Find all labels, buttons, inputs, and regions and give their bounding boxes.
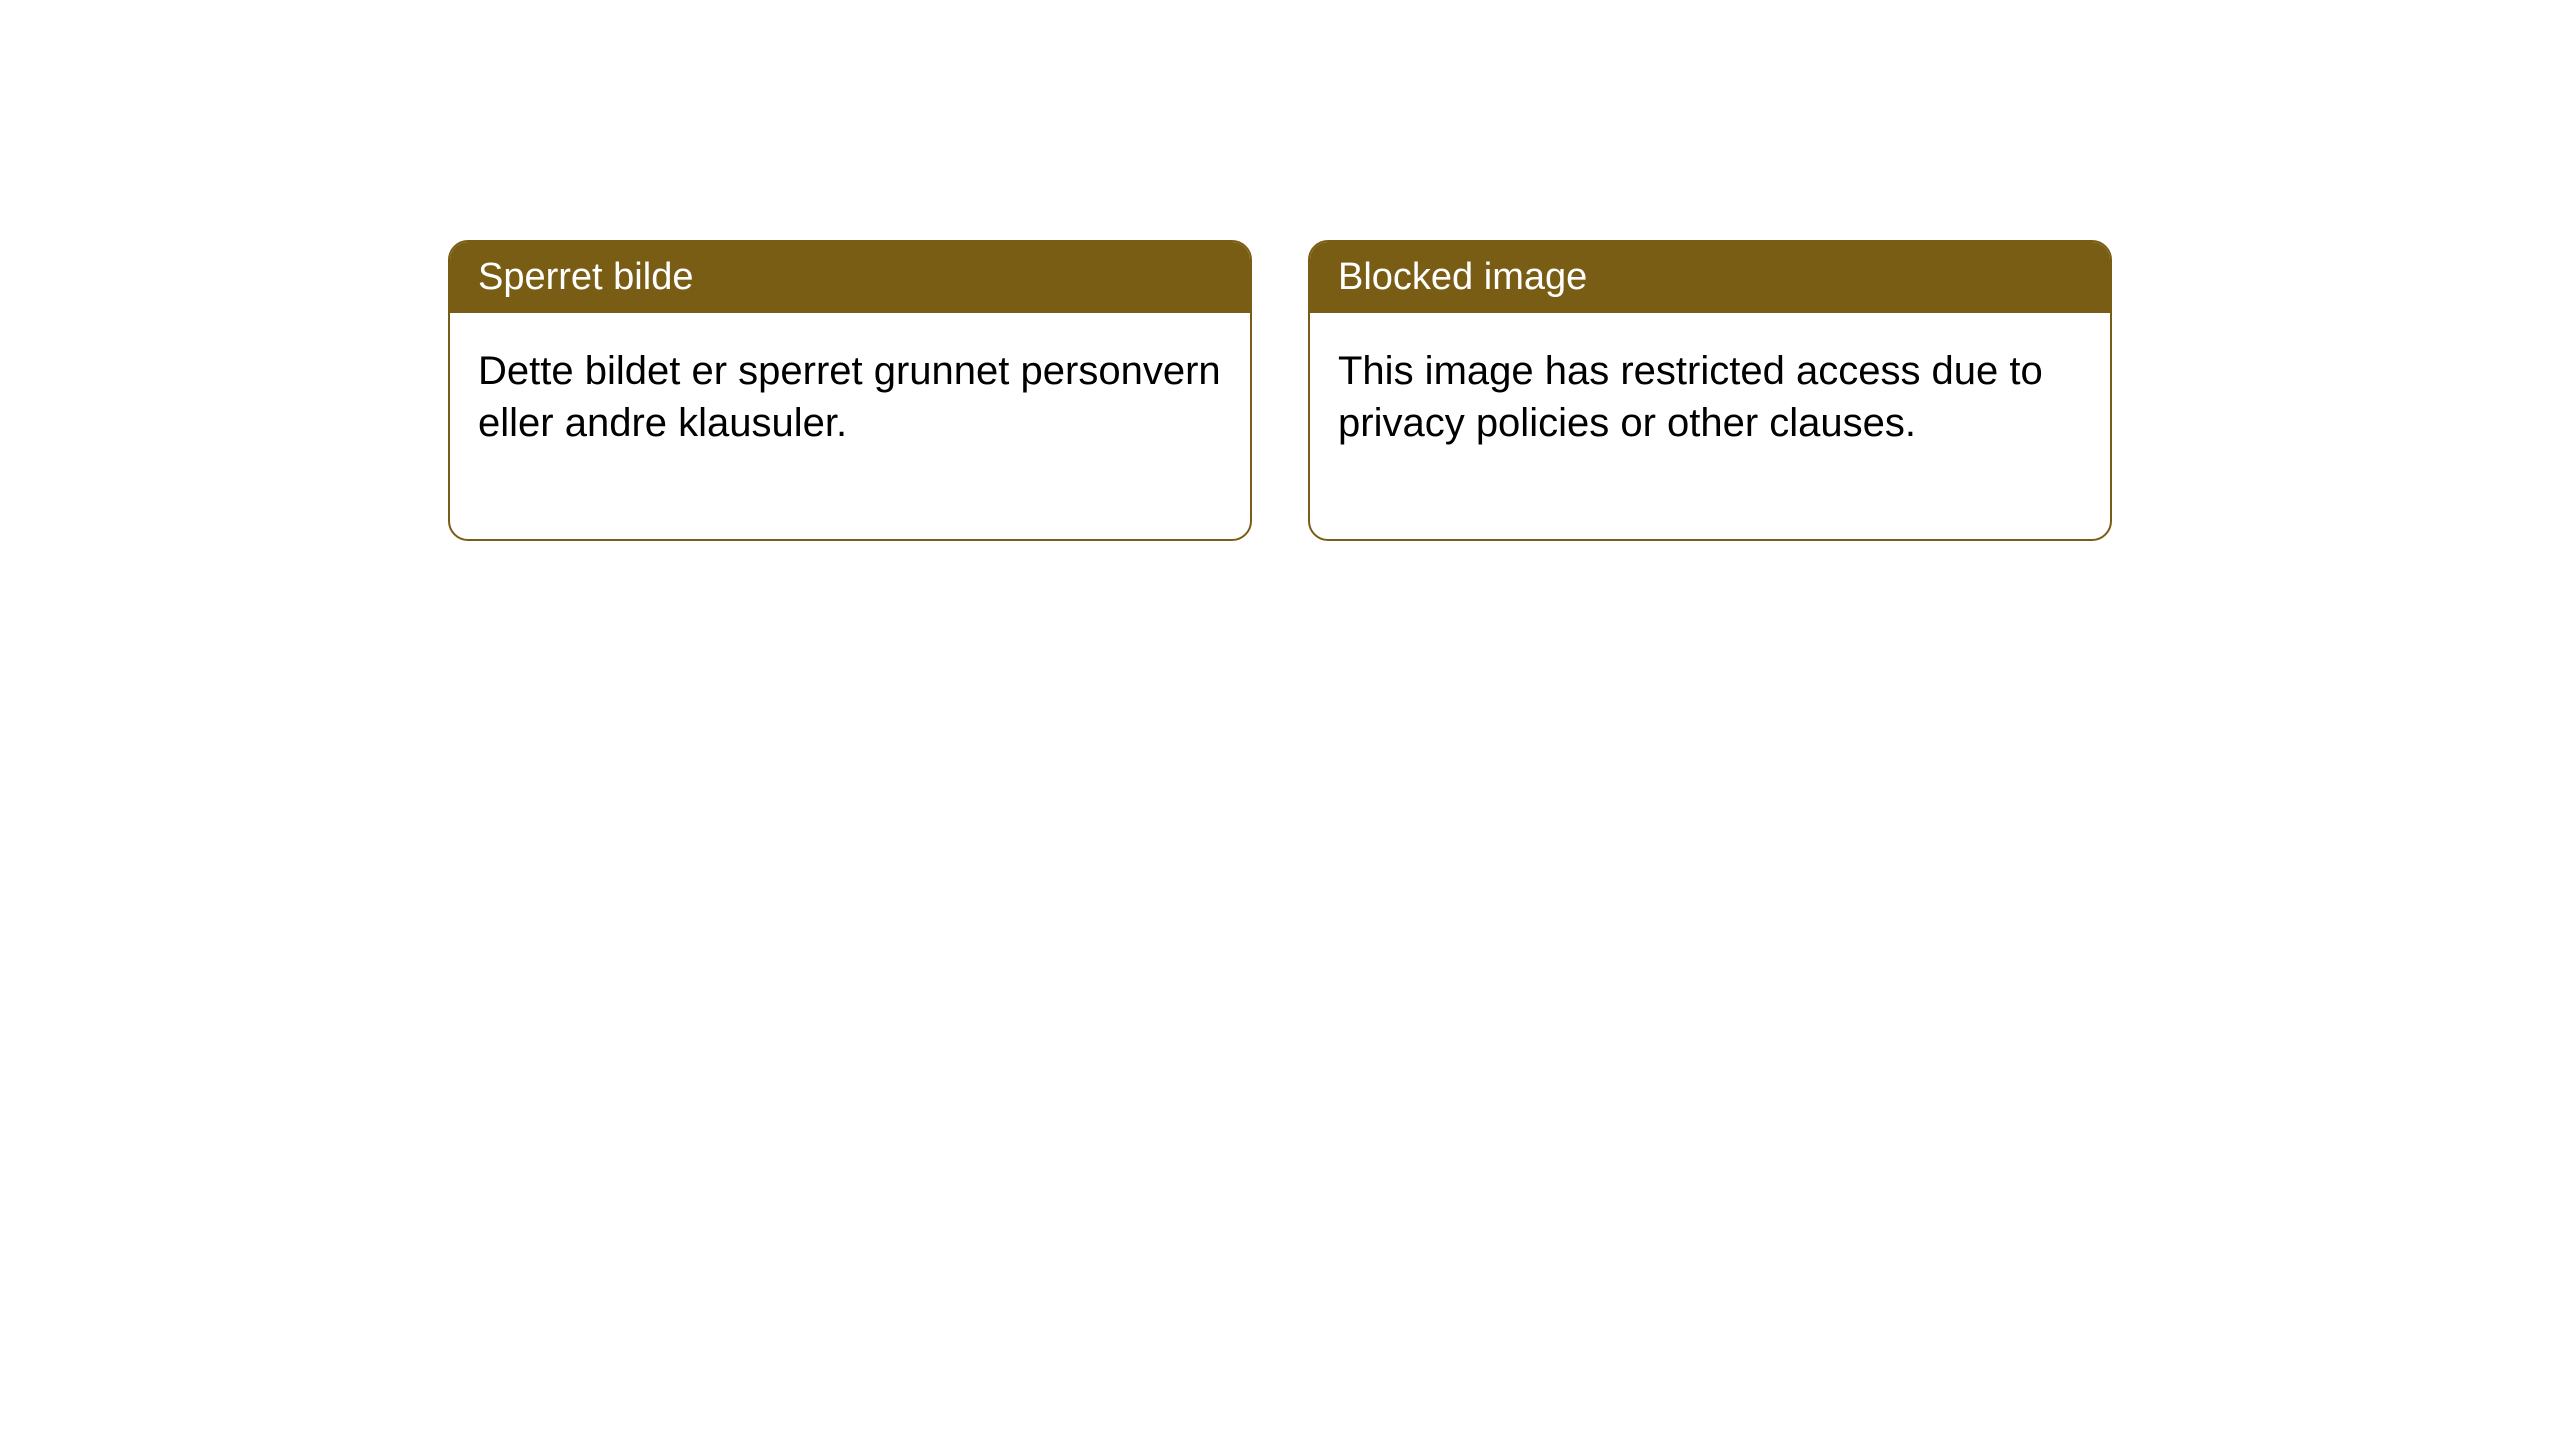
card-body-english: This image has restricted access due to … — [1310, 313, 2110, 539]
notice-card-english: Blocked image This image has restricted … — [1308, 240, 2112, 541]
card-header-english: Blocked image — [1310, 242, 2110, 313]
card-title: Blocked image — [1338, 256, 1587, 298]
card-body-norwegian: Dette bildet er sperret grunnet personve… — [450, 313, 1250, 539]
card-title: Sperret bilde — [478, 256, 693, 298]
notice-card-norwegian: Sperret bilde Dette bildet er sperret gr… — [448, 240, 1252, 541]
notice-container: Sperret bilde Dette bildet er sperret gr… — [0, 0, 2560, 541]
card-body-text: This image has restricted access due to … — [1338, 349, 2043, 445]
card-body-text: Dette bildet er sperret grunnet personve… — [478, 349, 1221, 445]
card-header-norwegian: Sperret bilde — [450, 242, 1250, 313]
